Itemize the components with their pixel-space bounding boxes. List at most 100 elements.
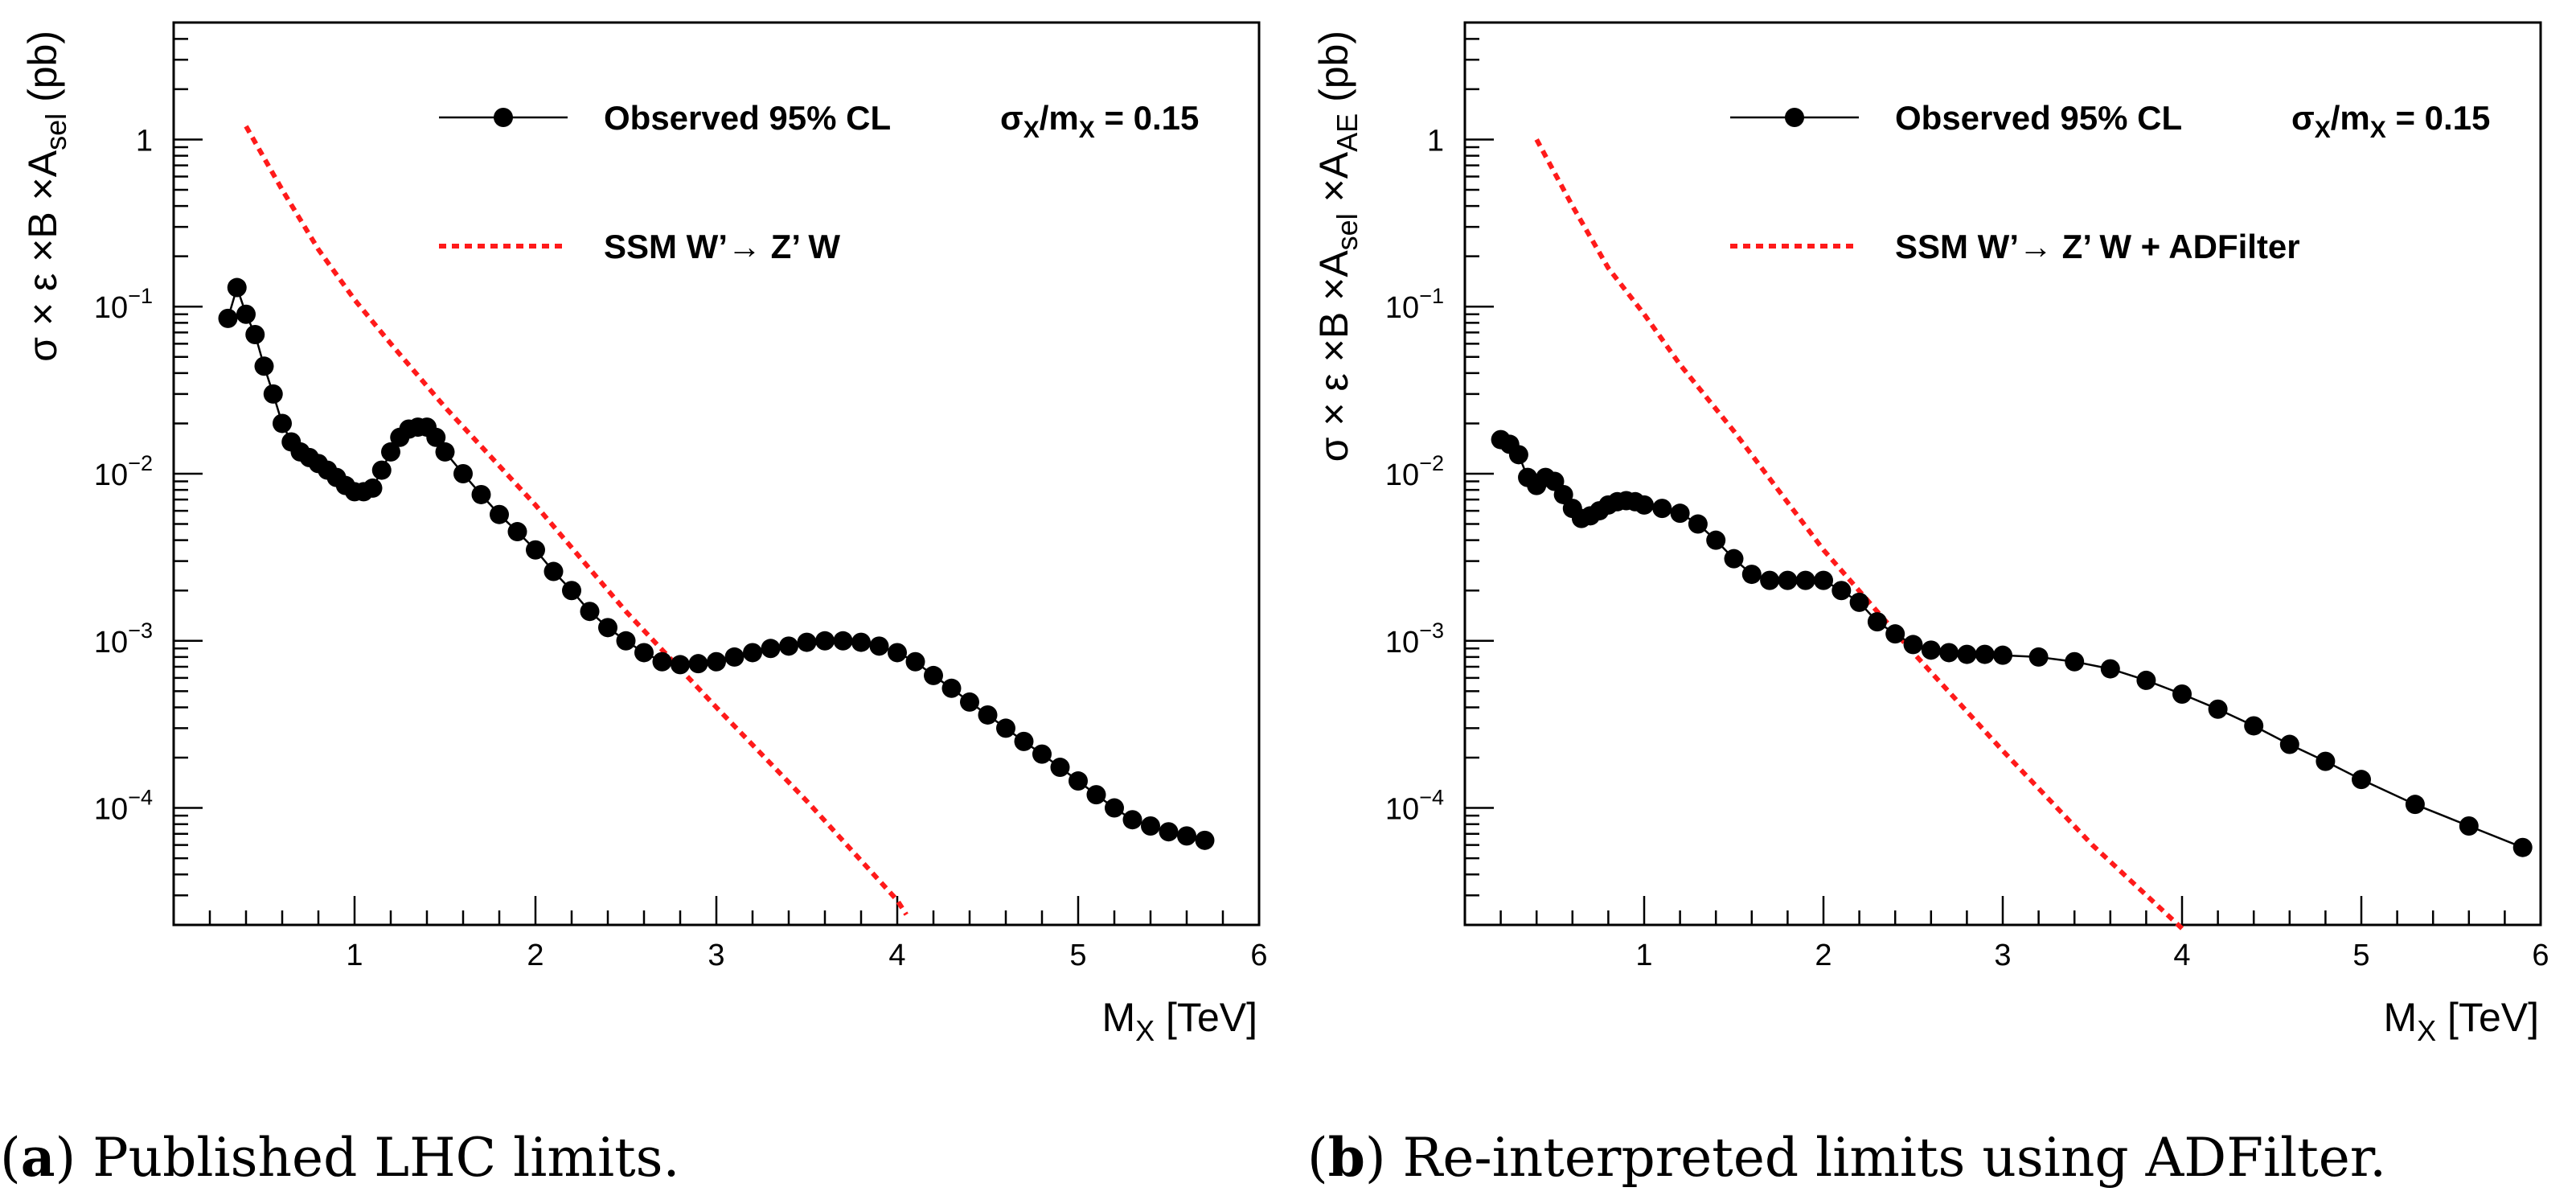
observed-point <box>263 384 283 404</box>
observed-point <box>2028 647 2049 667</box>
observed-point <box>2208 699 2228 719</box>
observed-point <box>905 651 925 672</box>
observed-point <box>924 665 943 685</box>
y-tick-base: 10 <box>1385 626 1419 660</box>
caption-paren: ) <box>1365 1127 1403 1189</box>
observed-point <box>526 540 545 560</box>
observed-point <box>254 356 274 376</box>
observed-point <box>490 504 509 524</box>
observed-point <box>245 325 265 345</box>
y-axis-title-part: ×A <box>1311 151 1356 213</box>
observed-point <box>2352 770 2371 790</box>
y-tick-base: 10 <box>94 626 128 660</box>
observed-point <box>1975 644 1995 664</box>
x-axis-title: MX [TeV] <box>2383 995 2539 1047</box>
observed-point <box>2316 751 2336 771</box>
x-tick-label: 5 <box>1069 939 1086 972</box>
y-tick-base: 10 <box>1385 291 1419 325</box>
observed-point <box>471 484 491 504</box>
observed-point <box>1086 785 1106 805</box>
y-tick-base: 1 <box>1427 124 1444 158</box>
legend-observed-label: Observed 95% CL <box>604 99 891 137</box>
observed-point <box>1670 503 1690 524</box>
legend-parameter-sigma: σ <box>1000 99 1023 137</box>
observed-point <box>363 478 383 498</box>
panel-caption: (b) Re-interpreted limits using ADFilter… <box>1307 1126 2386 1189</box>
observed-curve <box>227 284 1205 842</box>
observed-point <box>2459 816 2479 836</box>
x-axis-title-unit: [TeV] <box>1155 995 1257 1040</box>
legend-observed-label: Observed 95% CL <box>1895 99 2182 137</box>
y-tick-label: 10−2 <box>94 451 153 492</box>
legend-parameter-value: = 0.15 <box>1095 99 1200 137</box>
y-tick-label: 10−1 <box>94 284 153 325</box>
observed-point <box>851 632 871 652</box>
observed-point <box>598 618 617 638</box>
theory-curve <box>244 125 909 916</box>
observed-point <box>1903 635 1923 655</box>
observed-point <box>1921 640 1941 660</box>
observed-point <box>1635 495 1654 515</box>
observed-point <box>580 602 600 622</box>
plot-frame <box>1463 21 2542 927</box>
observed-point <box>1814 570 1833 590</box>
observed-point <box>1795 570 1815 590</box>
y-tick-exponent: −4 <box>128 786 153 810</box>
x-axis-title-unit: [TeV] <box>2436 995 2539 1040</box>
caption-text: Re-interpreted limits using ADFilter. <box>1403 1127 2386 1189</box>
x-tick-label: 5 <box>2352 939 2369 972</box>
y-axis-title-sub: sel <box>39 113 72 150</box>
observed-point <box>273 413 292 434</box>
x-tick-label: 4 <box>888 939 905 972</box>
observed-point <box>833 631 853 651</box>
caption-label: a <box>21 1126 55 1189</box>
y-axis-title: σ × ε ×B ×Asel ×AAE (pb) <box>1311 31 1364 462</box>
y-tick-exponent: −2 <box>128 451 153 475</box>
observed-point <box>996 718 1015 738</box>
x-axis-title-main: M <box>1101 995 1135 1040</box>
observed-point <box>688 654 708 674</box>
observed-point <box>869 636 889 656</box>
y-tick-base: 10 <box>1385 458 1419 492</box>
legend-parameter-sub: X <box>2370 117 2386 143</box>
observed-point <box>2279 734 2299 754</box>
observed-point <box>2512 837 2533 857</box>
y-tick-label: 10−3 <box>1385 618 1444 660</box>
observed-point <box>1014 731 1034 751</box>
y-tick-base: 1 <box>136 124 153 158</box>
x-tick-label: 1 <box>1635 939 1652 972</box>
caption-paren: ( <box>0 1127 21 1189</box>
legend-parameter: σX/mX = 0.15 <box>2291 99 2490 143</box>
y-tick-base: 10 <box>94 458 128 492</box>
observed-point <box>941 678 962 698</box>
legend-parameter-value: = 0.15 <box>2386 99 2491 137</box>
y-tick-label: 10−1 <box>1385 284 1444 325</box>
y-axis-title-part: σ × ε ×B ×A <box>20 150 65 362</box>
observed-point <box>797 632 817 652</box>
x-axis-title-sub: X <box>1135 1014 1155 1047</box>
x-tick-label: 6 <box>1250 939 1267 972</box>
legend-observed-marker <box>1785 108 1804 127</box>
x-tick-label: 2 <box>1815 939 1832 972</box>
observed-point <box>652 651 672 672</box>
observed-point <box>1957 644 1977 664</box>
observed-point <box>1652 499 1672 519</box>
x-tick-label: 1 <box>346 939 363 972</box>
legend-theory-label: SSM W’→ Z’ W + ADFilter <box>1895 228 2300 265</box>
y-axis-title-sub: sel <box>1331 213 1364 250</box>
observed-point <box>236 304 256 324</box>
observed-point <box>960 692 979 712</box>
observed-point <box>2065 651 2085 672</box>
observed-point <box>562 581 581 601</box>
y-tick-label: 10−4 <box>94 786 153 827</box>
observed-point <box>227 277 247 298</box>
y-tick-base: 10 <box>94 291 128 325</box>
observed-point <box>707 651 726 672</box>
x-tick-label: 6 <box>2532 939 2549 972</box>
observed-point <box>218 308 238 328</box>
observed-point <box>1724 549 1744 569</box>
legend-parameter-sub: X <box>1079 117 1095 143</box>
observed-point <box>507 522 527 542</box>
x-axis-title: MX [TeV] <box>1101 995 1257 1047</box>
